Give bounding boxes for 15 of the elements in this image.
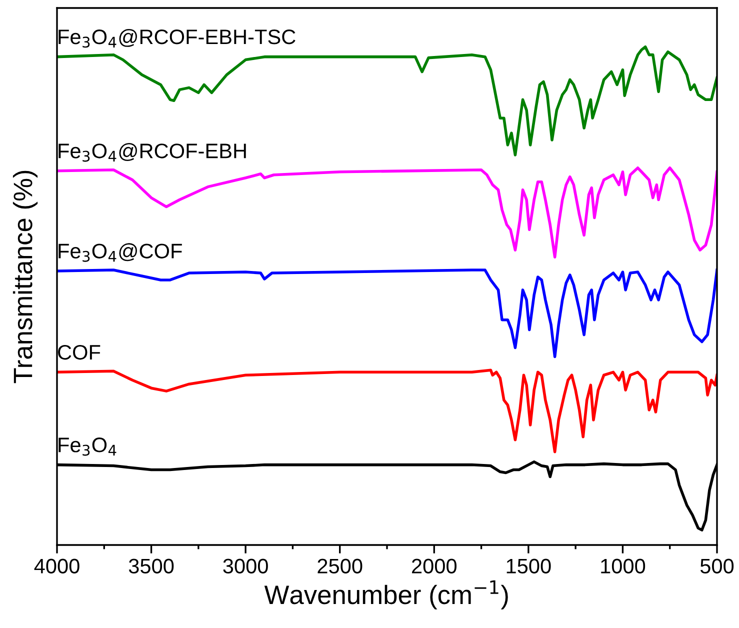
x-tick-label: 1500 [506, 558, 551, 574]
y-axis-title: Transmittance (%) [12, 170, 38, 384]
x-tick-label: 1000 [601, 558, 646, 574]
series-label: Fe$_{3}$O$_{4}$@RCOF-EBH-TSC [58, 28, 296, 48]
x-axis-title: Wavenumber (cm$^{−1}$) [264, 580, 508, 610]
x-tick-label: 2500 [318, 558, 362, 574]
series-label: Fe$_{3}$O$_{4}$ [58, 438, 116, 456]
series-label: COF [58, 344, 100, 360]
series-label: Fe$_{3}$O$_{4}$@COF [58, 243, 182, 262]
x-tick-label: 2000 [412, 558, 457, 574]
series-label: Fe$_{3}$O$_{4}$@RCOF-EBH [58, 143, 246, 162]
x-tick-label: 3000 [223, 558, 268, 574]
x-tick-label: 4000 [34, 558, 80, 574]
x-tick-label: 500 [700, 558, 734, 574]
x-tick-label: 3500 [128, 558, 174, 574]
